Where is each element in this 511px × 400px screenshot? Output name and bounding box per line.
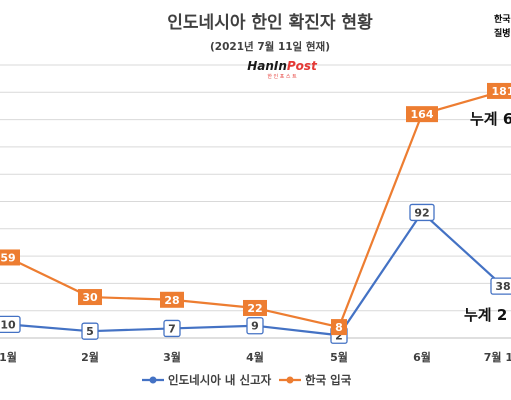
cumulative-annotation: 누계 6: [470, 110, 511, 128]
legend-swatch-marker: [149, 376, 157, 384]
data-label: 22: [247, 302, 262, 315]
data-label-box: [0, 315, 21, 333]
data-label: 8: [335, 321, 343, 334]
data-label: 92: [414, 206, 429, 219]
logo-accent: Post: [287, 59, 318, 73]
legend-label: 인도네시아 내 신고자: [168, 373, 272, 387]
hanin-post-logo: HanInPost 한 인 포 스 트: [247, 59, 318, 80]
legend-swatch-marker: [286, 376, 294, 384]
legend-label: 한국 입국: [305, 373, 352, 387]
data-label-box: [0, 249, 20, 266]
x-tick-label: 6월: [413, 350, 431, 364]
data-label: 38: [495, 280, 510, 293]
data-label-box: [406, 106, 438, 123]
data-label: 164: [411, 108, 434, 121]
logo-main: HanIn: [247, 59, 287, 73]
data-label-box: [163, 319, 181, 338]
gridlines: [0, 64, 511, 339]
data-label: 9: [251, 320, 259, 333]
data-label-box: [78, 289, 102, 306]
logo-subtext: 한 인 포 스 트: [267, 73, 297, 80]
x-tick-label: 3월: [163, 350, 181, 364]
x-tick-label: 5월: [330, 350, 348, 364]
annotations: 누계 6 누계 2: [464, 110, 511, 324]
x-tick-label: 1월: [0, 350, 17, 364]
x-tick-label: 4월: [246, 350, 264, 364]
data-label: 2: [335, 329, 343, 342]
corner-note-line-1: 한국: [494, 13, 511, 25]
x-axis-ticks: 1월 2월 3월 4월 5월 6월 7월 1~: [0, 350, 511, 364]
x-tick-label: 2월: [81, 350, 99, 364]
data-label: 59: [0, 251, 15, 264]
data-label: 181: [492, 85, 511, 98]
data-label: 7: [168, 322, 176, 335]
logo-text: HanInPost: [247, 59, 318, 73]
data-label-box: [409, 203, 435, 222]
data-label-box: [243, 299, 267, 316]
x-tick-label: 7월 1~: [484, 350, 511, 364]
data-label-box: [331, 319, 347, 336]
chart-title: 인도네시아 한인 확진자 현황: [167, 13, 373, 33]
data-label-box: [160, 291, 184, 308]
series-line-domestic: [7, 210, 504, 337]
data-label-box: [246, 317, 264, 335]
data-label: 28: [164, 294, 179, 307]
corner-note-line-2: 질병: [494, 27, 511, 39]
data-label: 5: [86, 325, 94, 338]
legend: 인도네시아 내 신고자 한국 입국: [142, 373, 352, 387]
data-label-box: [81, 322, 99, 340]
data-label-box: [490, 277, 511, 295]
data-label-box: [487, 82, 511, 99]
chart-subtitle: (2021년 7월 11일 현재): [210, 40, 330, 53]
data-label: 30: [82, 291, 98, 304]
cumulative-annotation: 누계 2: [464, 306, 507, 324]
data-label: 10: [0, 318, 16, 331]
